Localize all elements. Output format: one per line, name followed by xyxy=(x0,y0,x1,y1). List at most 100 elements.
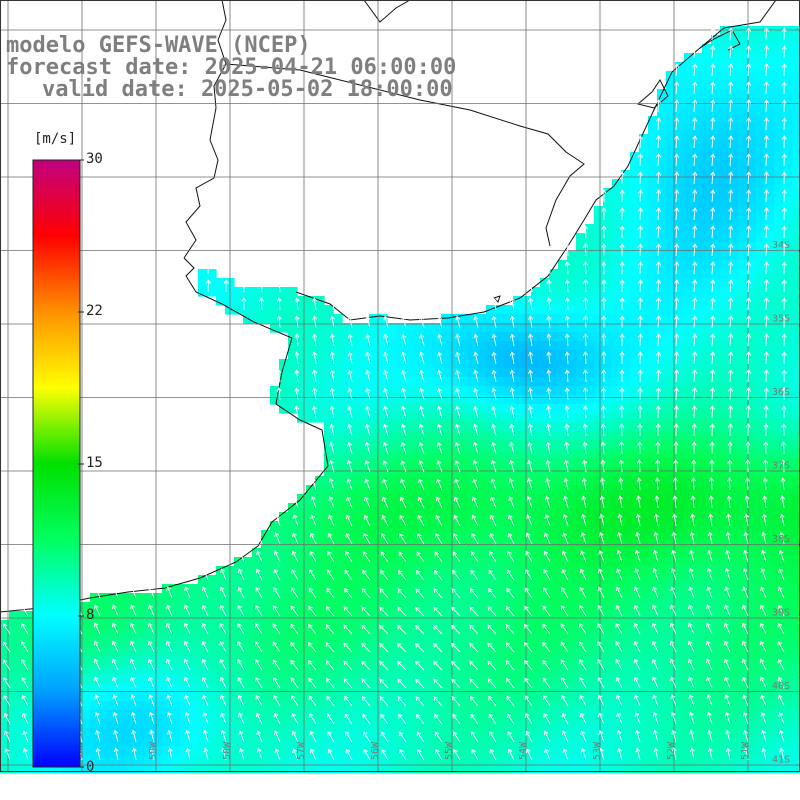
wind-cell xyxy=(306,755,316,765)
wind-cell xyxy=(747,539,757,549)
wind-cell xyxy=(738,323,748,333)
wind-cell xyxy=(675,377,685,387)
wind-cell xyxy=(396,737,406,747)
wind-arrow xyxy=(548,316,551,329)
wind-cell xyxy=(675,188,685,198)
wind-cell xyxy=(729,728,739,738)
wind-cell xyxy=(639,593,649,603)
wind-arrow-head xyxy=(656,279,662,284)
wind-arrow-head xyxy=(692,189,698,194)
wind-cell xyxy=(756,512,766,522)
wind-cell xyxy=(351,611,361,621)
wind-cell xyxy=(513,683,523,693)
wind-cell xyxy=(90,701,100,711)
wind-cell xyxy=(171,674,181,684)
wind-arrow-head xyxy=(763,261,769,266)
wind-arrow-head xyxy=(311,405,317,411)
wind-cell xyxy=(387,584,397,594)
wind-cell xyxy=(18,764,28,774)
wind-cell xyxy=(396,386,406,396)
wind-cell xyxy=(594,647,604,657)
wind-cell xyxy=(702,71,712,81)
wind-cell xyxy=(234,764,244,774)
wind-cell xyxy=(261,557,271,567)
wind-cell xyxy=(747,395,757,405)
wind-cell xyxy=(648,539,658,549)
wind-cell xyxy=(720,629,730,639)
wind-cell xyxy=(729,620,739,630)
wind-cell xyxy=(666,323,676,333)
wind-arrow-head xyxy=(763,207,769,212)
wind-cell xyxy=(684,287,694,297)
wind-cell xyxy=(792,422,800,432)
wind-arrow-head xyxy=(763,135,769,140)
wind-arrow-head xyxy=(401,333,407,339)
wind-arrow xyxy=(278,388,281,401)
wind-cell xyxy=(387,719,397,729)
wind-cell xyxy=(279,620,289,630)
wind-cell xyxy=(648,629,658,639)
wind-cell xyxy=(648,350,658,360)
wind-cell xyxy=(702,701,712,711)
wind-cell xyxy=(549,683,559,693)
wind-cell xyxy=(684,584,694,594)
wind-cell xyxy=(198,611,208,621)
coastline xyxy=(0,0,777,613)
wind-cell xyxy=(774,98,784,108)
wind-cell xyxy=(414,683,424,693)
wind-cell xyxy=(351,413,361,423)
wind-cell xyxy=(675,332,685,342)
wind-arrow-head xyxy=(259,297,265,302)
wind-cell xyxy=(747,476,757,486)
wind-cell xyxy=(639,728,649,738)
wind-arrow-head xyxy=(419,315,425,321)
wind-cell xyxy=(315,386,325,396)
wind-cell xyxy=(747,566,757,576)
wind-cell xyxy=(639,485,649,495)
wind-arrow-head xyxy=(564,387,570,392)
wind-cell xyxy=(702,647,712,657)
wind-cell xyxy=(783,557,793,567)
wind-cell xyxy=(405,638,415,648)
wind-arrow-head xyxy=(728,387,734,392)
wind-cell xyxy=(387,692,397,702)
wind-cell xyxy=(306,629,316,639)
wind-cell xyxy=(135,647,145,657)
wind-cell xyxy=(729,377,739,387)
wind-cell xyxy=(630,269,640,279)
wind-cell xyxy=(144,737,154,747)
wind-cell xyxy=(369,413,379,423)
wind-arrow-head xyxy=(583,297,589,302)
wind-cell xyxy=(603,647,613,657)
wind-cell xyxy=(522,476,532,486)
wind-cell xyxy=(711,413,721,423)
wind-cell xyxy=(423,665,433,675)
wind-arrow xyxy=(529,406,533,419)
wind-cell xyxy=(621,197,631,207)
wind-cell xyxy=(495,746,505,756)
wind-cell xyxy=(117,710,127,720)
wind-cell xyxy=(261,647,271,657)
wind-arrow xyxy=(420,388,425,401)
wind-cell xyxy=(522,521,532,531)
wind-cell xyxy=(729,530,739,540)
wind-cell xyxy=(558,305,568,315)
wind-cell xyxy=(369,350,379,360)
wind-cell xyxy=(477,683,487,693)
wind-cell xyxy=(18,701,28,711)
wind-cell xyxy=(189,728,199,738)
wind-cell xyxy=(567,386,577,396)
wind-cell xyxy=(477,764,487,774)
wind-cell xyxy=(297,575,307,585)
wind-cell xyxy=(612,728,622,738)
wind-cell xyxy=(702,467,712,477)
wind-cell xyxy=(630,305,640,315)
wind-cell xyxy=(387,341,397,351)
wind-cell xyxy=(549,440,559,450)
wind-cell xyxy=(639,305,649,315)
wind-arrow-head xyxy=(455,333,461,339)
wind-arrow xyxy=(693,244,696,257)
wind-cell xyxy=(702,530,712,540)
wind-cell xyxy=(792,575,800,585)
wind-cell xyxy=(396,764,406,774)
